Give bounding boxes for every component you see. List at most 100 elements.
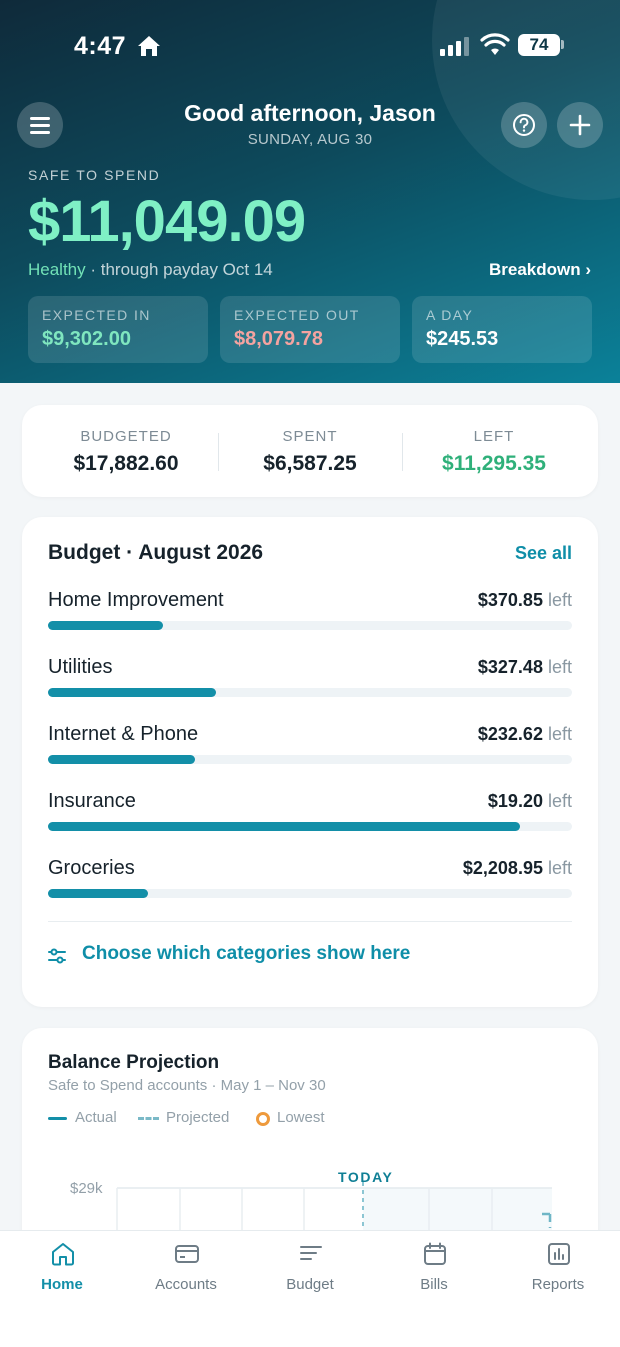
safe-to-spend-amount: $11,049.09 — [28, 189, 306, 254]
lines-icon — [300, 1246, 322, 1260]
greeting: Good afternoon, Jason — [184, 100, 436, 126]
progress-fill — [48, 621, 164, 630]
home-status-icon — [138, 36, 160, 56]
health-status: Healthy — [28, 260, 86, 279]
breakdown-link[interactable]: Breakdown › — [488, 260, 591, 279]
category-name: Groceries — [48, 857, 135, 879]
add-button[interactable] — [557, 102, 603, 148]
card-icon — [175, 1245, 199, 1263]
legend-projected: Projected — [166, 1109, 230, 1126]
see-all-link[interactable]: See all — [514, 543, 572, 563]
spent-label: SPENT — [282, 428, 338, 445]
budget-row[interactable]: Home Improvement $370.85 left — [48, 589, 572, 639]
progress-track — [48, 688, 572, 697]
safe-to-spend-label: SAFE TO SPEND — [28, 167, 161, 183]
budget-title: Budget · August 2026 — [48, 541, 264, 564]
divider — [48, 921, 572, 922]
budget-row[interactable]: Insurance $19.20 left — [48, 790, 572, 840]
chart-legend: Actual Projected Lowest — [48, 1109, 448, 1129]
budget-card: Budget · August 2026 See all Home Improv… — [22, 517, 598, 1007]
tab-label: Accounts — [155, 1276, 217, 1293]
category-name: Insurance — [48, 790, 136, 812]
budgeted-value: $17,882.60 — [73, 452, 179, 475]
stat-label: EXPECTED IN — [42, 307, 151, 323]
signal-icon — [440, 36, 470, 56]
progress-fill — [48, 889, 148, 898]
category-name: Utilities — [48, 656, 113, 678]
category-amount: $19.20 — [487, 791, 543, 811]
category-name: Internet & Phone — [48, 723, 199, 745]
stat-value: $9,302.00 — [42, 328, 131, 350]
left-value: $11,295.35 — [442, 452, 546, 475]
budget-row[interactable]: Internet & Phone $232.62 left — [48, 723, 572, 773]
tab-label: Home — [41, 1276, 83, 1293]
spent-column: SPENT $6,587.25 — [214, 405, 406, 497]
category-name: Home Improvement — [48, 589, 224, 611]
tab-label: Reports — [531, 1276, 585, 1293]
progress-fill — [48, 688, 216, 697]
expected-in-card[interactable]: EXPECTED IN $9,302.00 — [28, 296, 208, 363]
battery-tip — [561, 40, 564, 49]
home-icon — [52, 1243, 74, 1266]
header: 4:47 74 Good afternoon, Jason SUNDAY, AU… — [0, 0, 620, 383]
left-word: left — [547, 724, 572, 744]
payday-text: · through payday Oct 14 — [90, 260, 273, 279]
tab-bar: Home Accounts Budget Bills Reports — [0, 1230, 620, 1347]
status-time: 4:47 — [74, 32, 127, 60]
tab-bills[interactable]: Bills — [372, 1231, 496, 1311]
choose-categories-link[interactable]: Choose which categories show here — [82, 943, 411, 964]
progress-fill — [48, 755, 195, 764]
stat-label: EXPECTED OUT — [234, 307, 360, 323]
status-bar: 4:47 74 — [0, 30, 620, 64]
progress-fill — [48, 822, 520, 831]
category-left: $19.20 left — [488, 791, 572, 812]
expected-out-card[interactable]: EXPECTED OUT $8,079.78 — [220, 296, 400, 363]
progress-track — [48, 889, 572, 898]
sliders-icon — [48, 948, 66, 964]
stat-value: $245.53 — [426, 328, 499, 350]
budget-row[interactable]: Groceries $2,208.95 left — [48, 857, 572, 907]
tab-accounts[interactable]: Accounts — [124, 1231, 248, 1311]
lowest-legend-mark — [256, 1112, 270, 1126]
chart-icon — [548, 1243, 570, 1265]
category-amount: $370.85 — [477, 590, 543, 610]
category-amount: $327.48 — [477, 657, 543, 677]
tab-home[interactable]: Home — [0, 1231, 124, 1311]
budgeted-label: BUDGETED — [80, 428, 172, 445]
projection-title: Balance Projection — [48, 1052, 220, 1073]
calendar-icon — [424, 1242, 446, 1265]
left-label: LEFT — [473, 428, 515, 445]
left-word: left — [547, 791, 572, 811]
left-word: left — [547, 858, 572, 878]
legend-actual: Actual — [75, 1109, 117, 1126]
legend-lowest: Lowest — [277, 1109, 325, 1126]
projected-line — [542, 1212, 552, 1228]
budget-summary-card: BUDGETED $17,882.60 SPENT $6,587.25 LEFT… — [22, 405, 598, 497]
category-amount: $232.62 — [477, 724, 543, 744]
progress-track — [48, 621, 572, 630]
category-left: $370.85 left — [478, 590, 572, 611]
help-button[interactable] — [501, 102, 547, 148]
a-day-card[interactable]: A DAY $245.53 — [412, 296, 592, 363]
safe-to-spend-status: Healthy · through payday Oct 14 — [28, 260, 273, 280]
battery-icon: 74 — [518, 34, 560, 56]
left-column: LEFT $11,295.35 — [398, 405, 590, 497]
divider — [402, 433, 403, 471]
wifi-icon — [480, 33, 510, 55]
tab-reports[interactable]: Reports — [496, 1231, 620, 1311]
y-axis-tick: $29k — [70, 1180, 103, 1197]
category-left: $327.48 left — [478, 657, 572, 678]
divider — [218, 433, 219, 471]
header-date: SUNDAY, AUG 30 — [247, 131, 373, 148]
category-amount: $2,208.95 — [462, 858, 543, 878]
spent-value: $6,587.25 — [263, 452, 357, 475]
today-label: TODAY — [338, 1169, 394, 1185]
menu-button[interactable] — [17, 102, 63, 148]
progress-track — [48, 755, 572, 764]
left-word: left — [547, 657, 572, 677]
tab-label: Bills — [420, 1276, 448, 1293]
category-left: $2,208.95 left — [463, 858, 572, 879]
budget-row[interactable]: Utilities $327.48 left — [48, 656, 572, 706]
tab-budget[interactable]: Budget — [248, 1231, 372, 1311]
tab-label: Budget — [286, 1276, 334, 1293]
